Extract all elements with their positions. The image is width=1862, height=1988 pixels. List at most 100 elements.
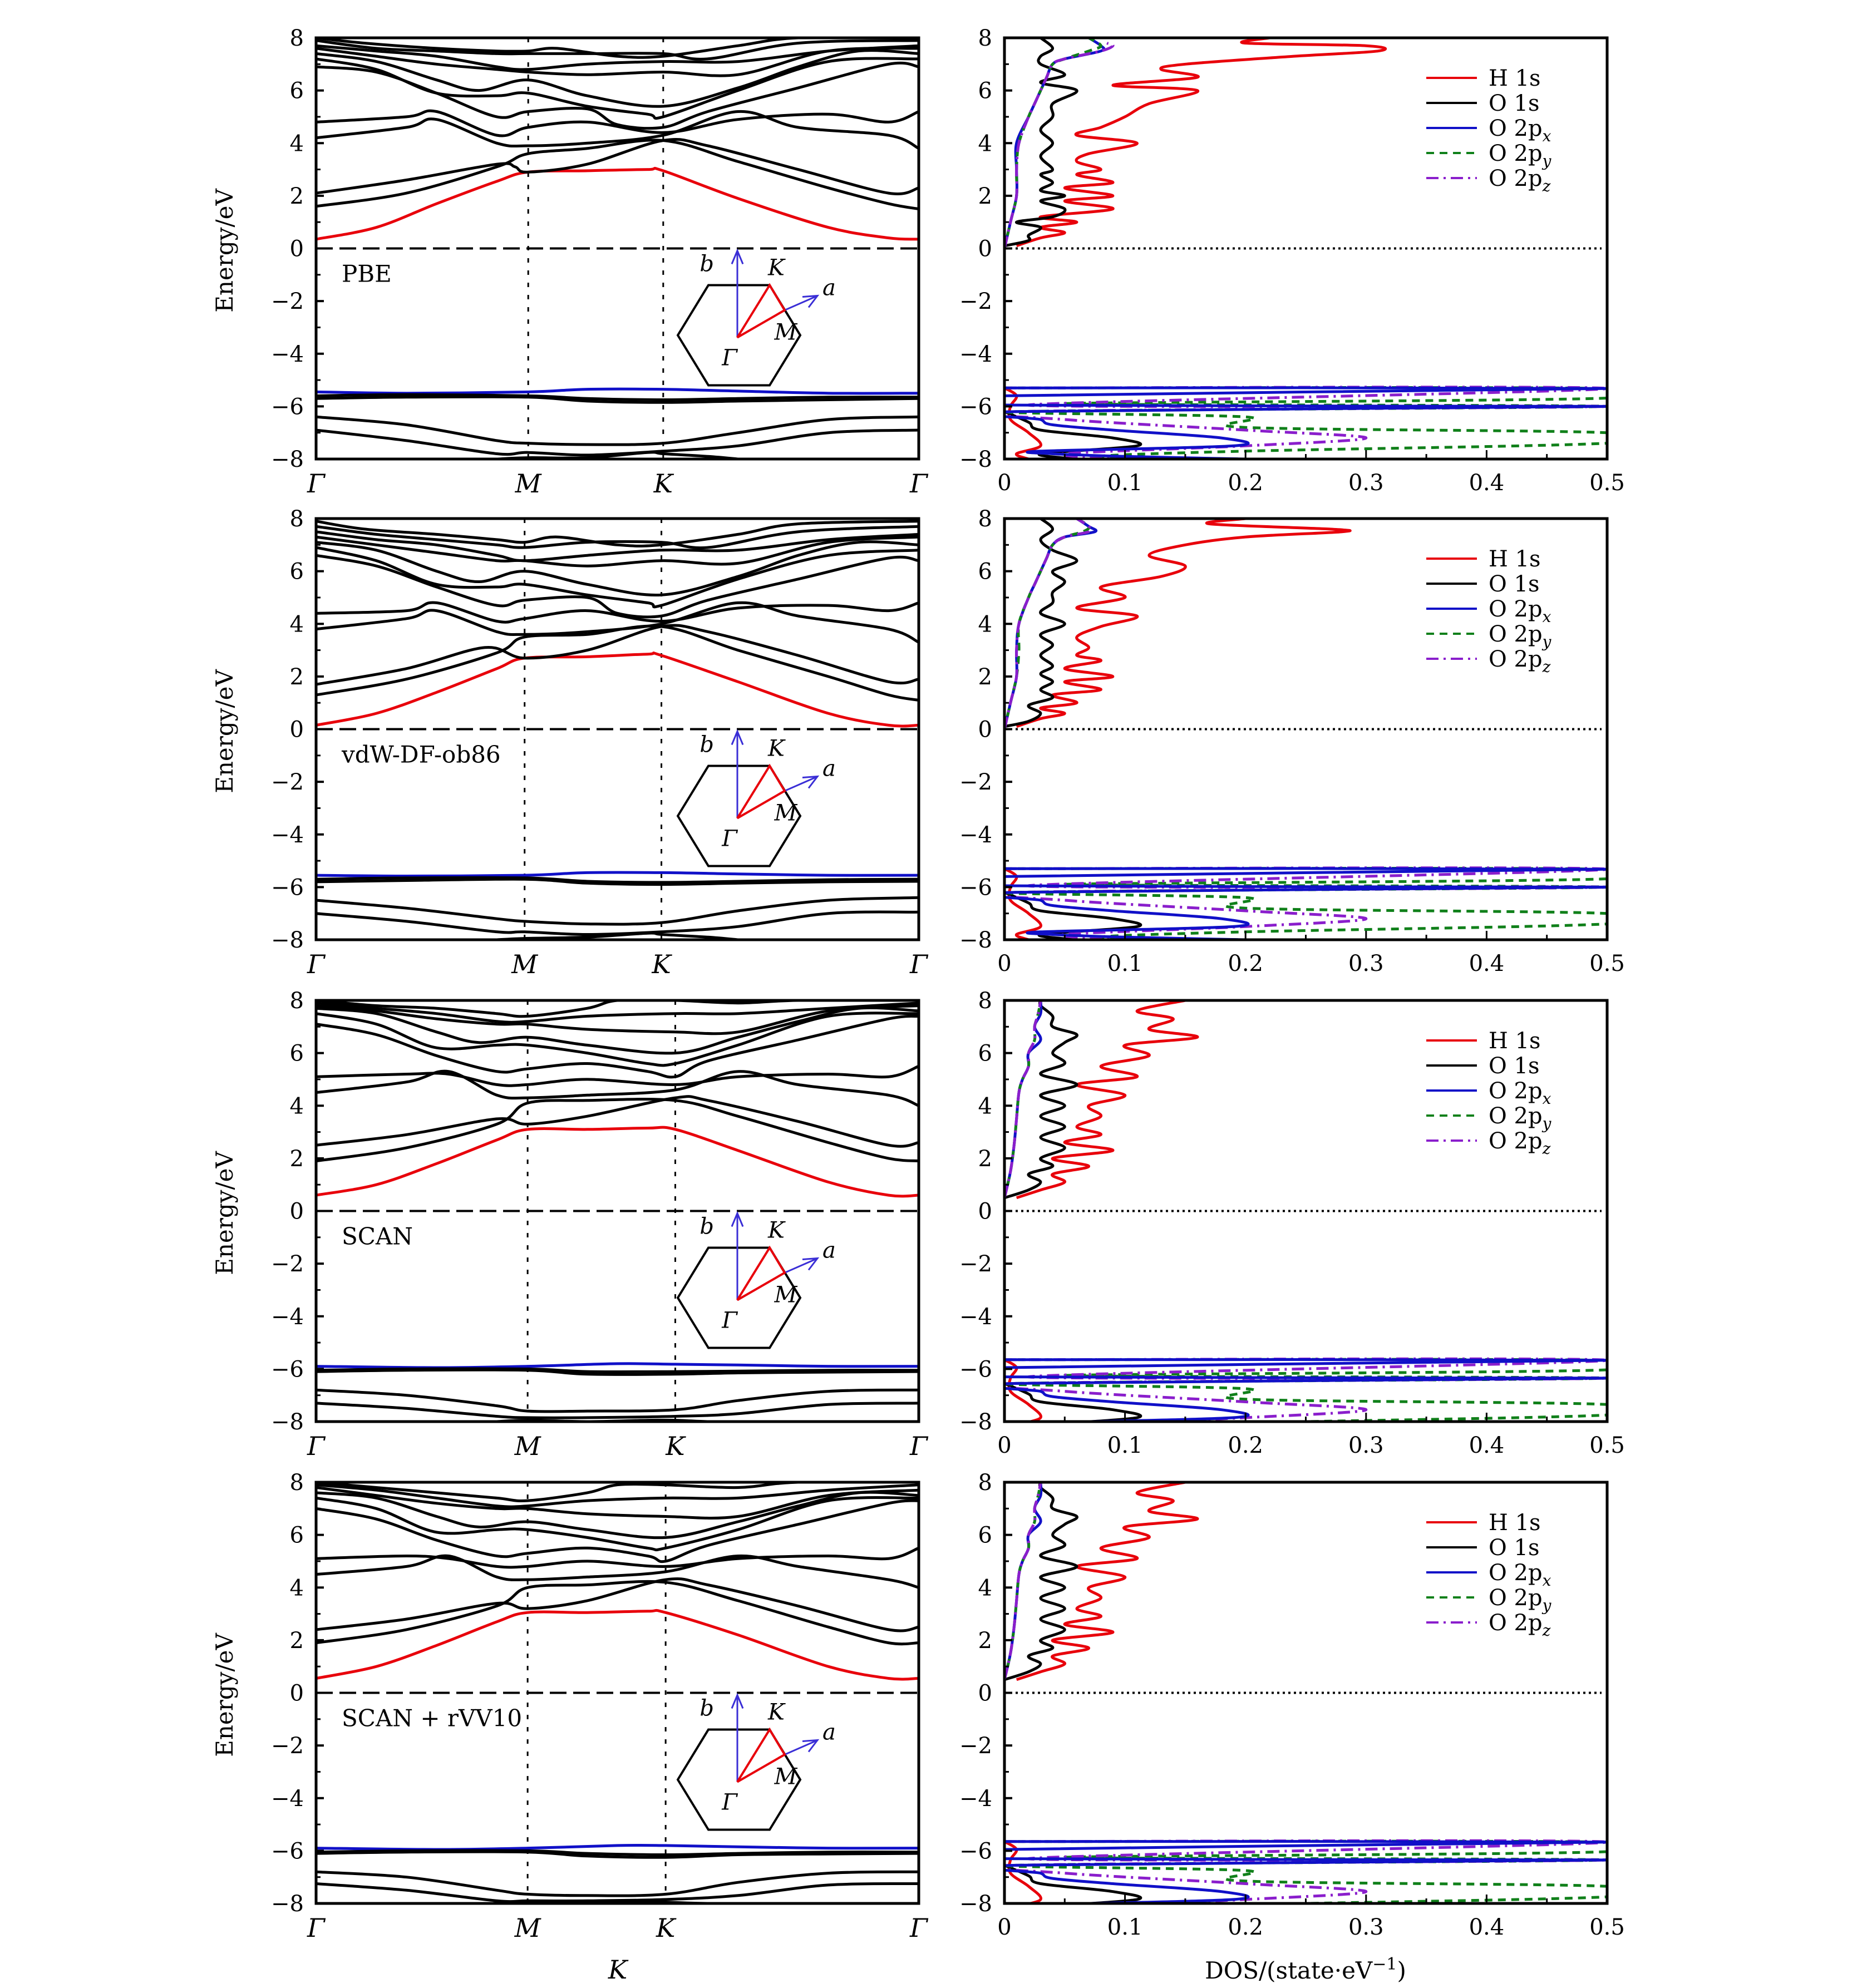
y-tick-label: 0	[290, 717, 304, 743]
valence-dos-o-2px-line	[1004, 1358, 1607, 1422]
y-tick-label: 6	[290, 559, 304, 585]
legend-label-text: O 2p	[1489, 596, 1543, 622]
dos-o-1s-line	[1004, 1482, 1078, 1681]
dos-o-1s-line	[1004, 519, 1078, 728]
valence-band-top-line	[316, 1362, 919, 1369]
y-tick-label: −6	[271, 394, 304, 420]
band-line	[316, 1098, 919, 1163]
band-line	[316, 1012, 919, 1067]
x-tick-label: 0.3	[1348, 951, 1384, 976]
y-tick-label: 6	[978, 1523, 992, 1548]
legend-entry-label: H 1s	[1489, 1028, 1541, 1054]
legend-entry-label: O 1s	[1489, 1535, 1539, 1561]
dos-o-2pz-line	[1004, 1000, 1042, 1198]
k-point-label: M	[515, 468, 543, 499]
k-point-label: M	[514, 1431, 542, 1461]
x-tick-label: 0	[997, 1915, 1011, 1940]
band-line	[316, 601, 919, 644]
y-tick-label: 0	[290, 236, 304, 262]
y-tick-label: 2	[978, 1628, 992, 1654]
x-tick-label: 0	[997, 1433, 1011, 1458]
y-tick-label: 0	[290, 1199, 304, 1225]
y-tick-label: 6	[978, 559, 992, 585]
band-line	[316, 540, 919, 596]
band-line	[316, 415, 919, 446]
dos-lines	[1004, 1482, 1607, 1903]
band-line	[316, 109, 919, 137]
legend-subscript: y	[1541, 1596, 1552, 1615]
legend-entry-label: O 2pz	[1489, 166, 1551, 195]
legend-entry-label: H 1s	[1489, 546, 1541, 572]
band-line	[316, 428, 919, 457]
inset-label-b: b	[700, 251, 714, 277]
irreducible-path-triangle	[736, 763, 786, 820]
band-line	[316, 44, 919, 71]
legend-entry-label: H 1s	[1489, 66, 1541, 91]
y-tick-label: 4	[978, 1093, 992, 1119]
band-line	[316, 896, 919, 926]
y-tick-label: −8	[271, 447, 304, 472]
inset-label-gamma: Γ	[721, 826, 738, 852]
band-plot-frame	[314, 1481, 920, 1905]
band-line	[316, 1496, 919, 1552]
arrowhead-icon	[802, 775, 820, 789]
legend-subscript: y	[1541, 1114, 1552, 1133]
x-tick-label: 0.2	[1228, 951, 1263, 976]
legend-label-text: O 1s	[1489, 571, 1539, 597]
k-point-label: K	[656, 1913, 677, 1943]
dos-h-1s-line	[1016, 38, 1387, 248]
legend-entry-label: O 1s	[1489, 1053, 1539, 1079]
y-axis-title: Energy/eV	[211, 1633, 238, 1757]
y-tick-label: −8	[271, 928, 304, 953]
band-line	[316, 137, 919, 195]
y-tick-label: 0	[978, 1199, 992, 1225]
inset-label-k: K	[767, 1218, 786, 1244]
legend-label-text: O 2p	[1489, 1128, 1543, 1154]
legend-label-text: H 1s	[1489, 66, 1541, 91]
x-tick-label: 0.3	[1348, 1915, 1384, 1940]
arrowhead-icon	[731, 1693, 744, 1709]
irreducible-path-triangle	[736, 1245, 786, 1301]
valence-dos-o-1s-line	[1004, 1864, 1142, 1903]
inset-label-k: K	[767, 255, 786, 281]
y-tick-label: −4	[271, 1304, 304, 1330]
x-tick-label: 0.1	[1107, 470, 1143, 496]
valence-dos-o-2px-line	[1004, 1839, 1607, 1903]
y-tick-label: 6	[978, 1041, 992, 1067]
dos-o-2pz-line	[1004, 1482, 1042, 1680]
valence-dos-h-1s-line	[1004, 1358, 1042, 1422]
band-line	[316, 520, 919, 547]
legend-label-text: O 2p	[1489, 1560, 1543, 1586]
y-tick-label: −2	[271, 1251, 304, 1277]
band-lines	[316, 519, 919, 940]
method-label: SCAN	[342, 1223, 413, 1250]
y-tick-label: 2	[290, 1628, 304, 1654]
y-tick-label: 8	[290, 506, 304, 532]
y-tick-label: −2	[959, 1251, 992, 1277]
legend-subscript: z	[1542, 1139, 1551, 1158]
band-lines	[316, 1482, 919, 1903]
valence-dos-o-2pz-line	[1004, 1357, 1607, 1422]
x-tick-label: 0.1	[1107, 1433, 1143, 1458]
valence-band-top-line	[316, 871, 919, 878]
legend-label-text: O 2p	[1489, 1103, 1543, 1129]
inset-label-k: K	[767, 1700, 786, 1725]
y-tick-label: −6	[271, 1356, 304, 1382]
dos-h-1s-line	[1016, 519, 1352, 728]
brillouin-zone-inset: b KaM Γ	[676, 729, 836, 867]
legend-subscript: z	[1542, 1621, 1551, 1640]
y-tick-label: 4	[290, 1575, 304, 1601]
y-tick-label: 4	[978, 611, 992, 637]
legend-subscript: z	[1542, 177, 1551, 195]
legend-entry-label: O 2px	[1489, 1078, 1551, 1108]
hexagon-outline	[676, 1728, 802, 1831]
band-line	[316, 910, 919, 936]
legend-entry-label: H 1s	[1489, 1510, 1541, 1536]
